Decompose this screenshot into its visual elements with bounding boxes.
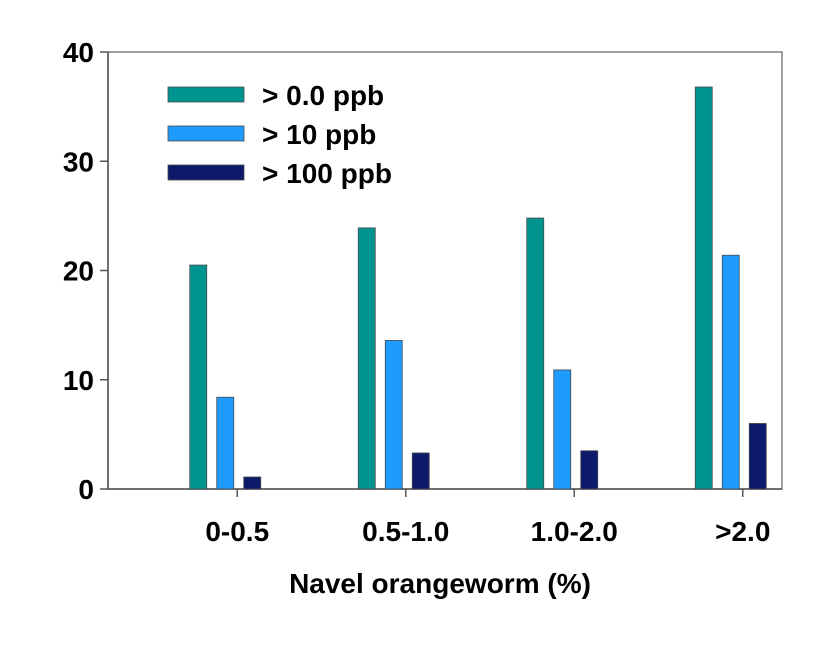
bars <box>189 86 767 490</box>
bar-gt-10ppb <box>553 369 572 490</box>
bar-gt-0ppb <box>526 217 545 490</box>
labels: 0 10 20 30 40 0-0.5 0.5-1.0 1.0-2.0 >2.0 Navel or… <box>63 37 771 599</box>
bar-gt-100ppb <box>411 452 430 490</box>
legend: > 0.0 ppb > 10 ppb > 100 ppb <box>167 80 392 189</box>
category-label: >2.0 <box>715 516 770 547</box>
bar-gt-10ppb <box>721 254 740 490</box>
bar-gt-0ppb <box>694 86 713 490</box>
bar-gt-100ppb <box>580 450 599 490</box>
bar-gt-0ppb <box>357 227 376 490</box>
y-tick-label: 20 <box>63 256 94 287</box>
legend-label: > 10 ppb <box>262 119 376 150</box>
legend-swatch <box>167 164 245 181</box>
bar-gt-0ppb <box>189 264 208 490</box>
y-tick-label: 0 <box>78 474 94 505</box>
y-tick-label: 30 <box>63 146 94 177</box>
bar-gt-100ppb <box>243 476 262 490</box>
category-label: 0.5-1.0 <box>362 516 449 547</box>
bar-gt-10ppb <box>384 340 403 490</box>
legend-label: > 100 ppb <box>262 158 392 189</box>
legend-swatch <box>167 125 245 142</box>
legend-label: > 0.0 ppb <box>262 80 384 111</box>
legend-swatch <box>167 86 245 103</box>
plot-frame <box>107 51 783 490</box>
bar-gt-100ppb <box>748 423 767 490</box>
category-label: 0-0.5 <box>205 516 269 547</box>
bar-gt-10ppb <box>216 396 235 490</box>
y-tick-label: 40 <box>63 37 94 68</box>
y-tick-label: 10 <box>63 365 94 396</box>
x-axis-title: Navel orangeworm (%) <box>289 568 591 599</box>
category-label: 1.0-2.0 <box>531 516 618 547</box>
